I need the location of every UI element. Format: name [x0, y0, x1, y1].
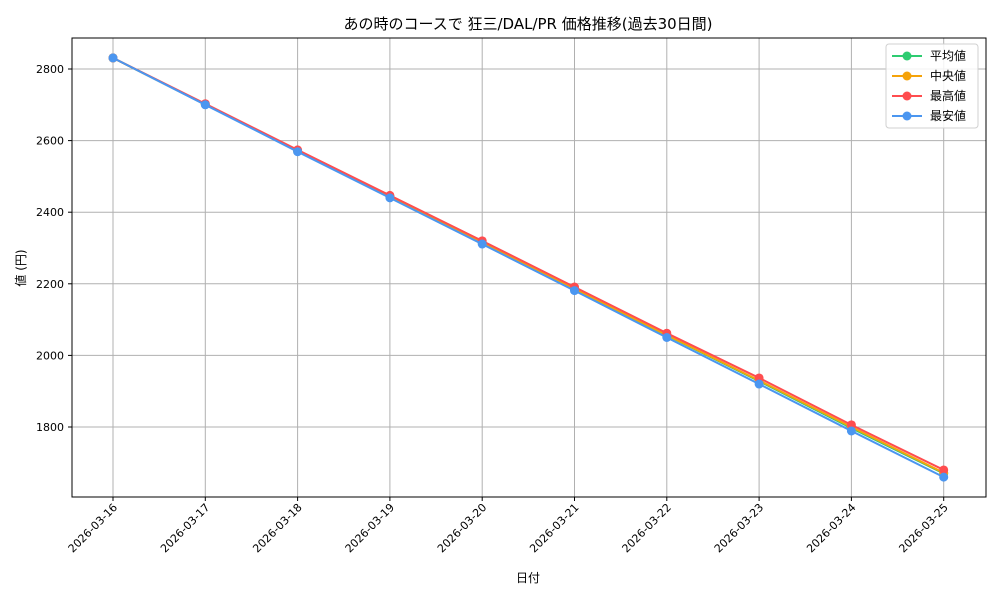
legend-marker	[902, 51, 912, 61]
x-tick-label: 2026-03-25	[896, 501, 950, 555]
data-point-marker	[939, 465, 949, 475]
legend-box	[885, 43, 979, 129]
legend-label: 最安値	[930, 108, 966, 123]
y-tick-label: 2800	[36, 63, 64, 76]
x-tick-label: 2026-03-16	[66, 501, 120, 555]
data-point-marker	[939, 472, 949, 482]
plot-area-frame	[71, 37, 987, 498]
data-point-marker	[385, 193, 395, 203]
x-tick-label: 2026-03-20	[435, 501, 489, 555]
y-tick-label: 2000	[36, 349, 64, 362]
data-point-marker	[200, 100, 210, 110]
y-tick-label: 2400	[36, 206, 64, 219]
x-tick-label: 2026-03-19	[343, 501, 397, 555]
data-point-marker	[108, 53, 118, 63]
chart-title: あの時のコースで 狂三/DAL/PR 価格推移(過去30日間)	[343, 15, 712, 33]
data-point-marker	[662, 333, 672, 342]
series-line	[112, 57, 945, 479]
legend-label: 最高値	[930, 88, 966, 103]
series-line	[112, 57, 945, 471]
series-4	[108, 53, 949, 482]
x-tick-label: 2026-03-21	[527, 501, 581, 555]
data-point-marker	[477, 239, 487, 249]
x-axis-label: 日付	[516, 571, 540, 585]
y-tick-label: 1800	[36, 421, 64, 434]
legend-marker	[902, 111, 912, 121]
y-tick-label: 2200	[36, 278, 64, 291]
data-point-marker	[293, 147, 303, 157]
legend-marker	[902, 71, 912, 81]
data-point-marker	[570, 286, 579, 296]
data-point-marker	[846, 426, 856, 436]
x-axis-ticks: 2026-03-16 2026-03-17 2026-03-18 2026-03-19…	[66, 497, 951, 555]
x-tick-label: 2026-03-17	[158, 501, 212, 555]
data-point-marker	[754, 379, 764, 389]
series-lines	[108, 53, 949, 482]
x-tick-label: 2026-03-18	[250, 501, 304, 555]
legend-label: 中央値	[930, 68, 966, 83]
legend-label: 平均値	[930, 48, 966, 63]
y-tick-label: 2600	[36, 135, 64, 148]
y-axis-ticks: 1800 2000 2200 2400 2600 2800	[36, 63, 72, 434]
x-tick-label: 2026-03-24	[804, 501, 858, 555]
y-axis-label: 値 (円)	[13, 249, 28, 286]
grid-lines	[72, 38, 986, 497]
x-tick-label: 2026-03-23	[712, 501, 766, 555]
x-tick-label: 2026-03-22	[620, 501, 674, 555]
legend-marker	[902, 91, 912, 101]
